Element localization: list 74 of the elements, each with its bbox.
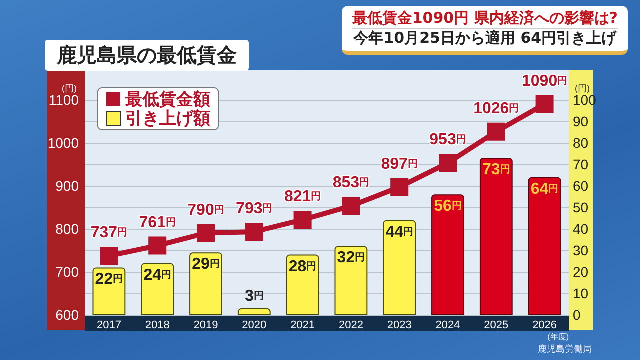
bar [432, 194, 464, 315]
bar [334, 246, 368, 315]
point [439, 154, 457, 172]
bar [238, 308, 271, 315]
point [245, 223, 264, 242]
point [197, 224, 215, 242]
y2-tick-label: 20 [573, 264, 589, 280]
data-label: 32円 [337, 250, 366, 267]
x-tick-label: 2024 [436, 320, 460, 332]
y-tick-label: 600 [56, 307, 80, 323]
y-axis-title: (円) [62, 84, 77, 94]
x-tick-label: 2025 [484, 320, 509, 332]
bar [383, 220, 416, 315]
y2-tick-label: 70 [573, 156, 589, 172]
x-tick-label: 2021 [290, 320, 316, 332]
data-label: 761円 [139, 214, 176, 232]
x-axis-title: (年度) [548, 332, 570, 342]
point [390, 178, 409, 196]
x-tick-label: 2020 [242, 320, 267, 332]
data-label: 1026円 [474, 100, 520, 118]
data-label: 897円 [381, 156, 418, 173]
y2-tick-label: 10 [573, 286, 589, 302]
bar [141, 263, 174, 315]
data-label: 793円 [236, 200, 273, 218]
data-label: 29円 [192, 256, 220, 274]
x-tick-label: 2018 [145, 320, 170, 332]
chart-title: 鹿児島県の最低賃金 [45, 40, 249, 71]
legend-label: 最低賃金額 [124, 90, 210, 109]
bar [528, 177, 562, 315]
bar [480, 158, 513, 315]
data-label: 790円 [188, 202, 224, 219]
text: 鹿児島労働局 [538, 344, 592, 356]
data-label: 953円 [430, 132, 466, 149]
data-label: 853円 [332, 174, 370, 192]
x-tick-label: 2019 [194, 320, 218, 332]
y2-tick-label: 90 [573, 114, 589, 130]
y-tick-label: 1100 [48, 92, 80, 108]
point [148, 236, 167, 255]
data-label: 64円 [530, 180, 559, 198]
y-tick-label: 900 [56, 178, 80, 194]
text: 最低賃金1090円 県内経済への影響は? [352, 9, 618, 29]
y2-axis-title: (円) [575, 84, 590, 94]
text: 今年10月25日から適用 64円引き上げ [352, 29, 618, 48]
point [487, 122, 506, 141]
bar [286, 254, 320, 315]
y2-tick-label: 60 [573, 178, 589, 194]
point [100, 247, 118, 266]
data-label: 3円 [244, 288, 264, 306]
y2-tick-label: 80 [573, 135, 589, 151]
data-label: 737円 [90, 224, 128, 242]
y2-tick-label: 30 [573, 242, 589, 258]
x-tick-label: 2023 [387, 320, 412, 332]
data-label: 821円 [284, 188, 322, 206]
x-tick-label: 2022 [338, 320, 364, 332]
point [536, 95, 554, 114]
y-tick-label: 800 [56, 221, 80, 237]
y2-tick-label: 0 [573, 307, 581, 323]
data-label: 73円 [482, 162, 510, 179]
point [342, 197, 360, 216]
y2-tick-label: 50 [573, 200, 589, 216]
data-label: 56円 [434, 198, 462, 216]
data-label: 44円 [386, 224, 414, 241]
y-tick-label: 700 [56, 264, 80, 280]
bar [190, 252, 222, 315]
x-tick-label: 2026 [532, 320, 558, 332]
point [294, 210, 312, 229]
y2-tick-label: 40 [573, 221, 589, 237]
data-label: 24円 [144, 266, 172, 284]
legend-label: 引き上げ額 [126, 109, 210, 128]
x-tick-label: 2017 [96, 320, 122, 332]
y-tick-label: 1000 [48, 135, 80, 151]
data-label: 1090円 [522, 72, 568, 90]
data-label: 22円 [95, 271, 124, 288]
data-label: 28円 [288, 258, 317, 276]
